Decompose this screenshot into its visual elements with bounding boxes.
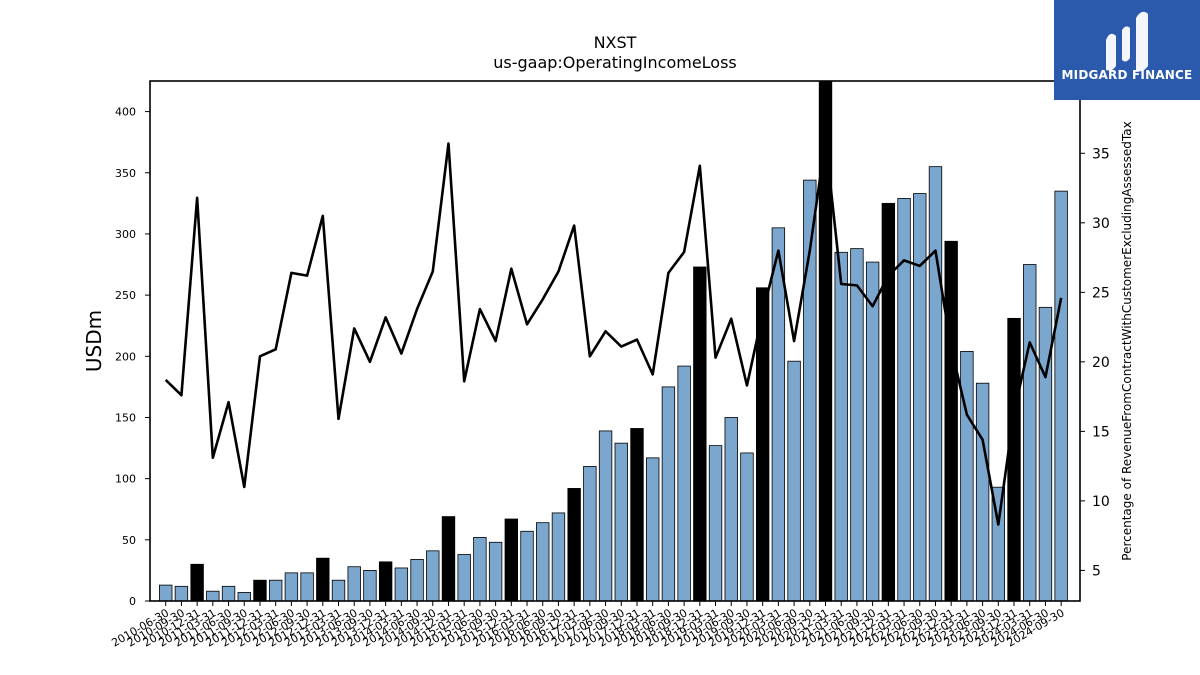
bar-2012-06-30 bbox=[284, 572, 299, 602]
bar-2022-06-30 bbox=[913, 193, 927, 602]
bar-2018-12-31 bbox=[693, 266, 707, 602]
y-tick-label: 0 bbox=[129, 595, 136, 608]
margin-line bbox=[164, 138, 1063, 526]
bar-2013-12-31 bbox=[378, 561, 393, 602]
axes: 0501001502002503003504005101520253035201… bbox=[109, 80, 1110, 650]
bar-2014-06-30 bbox=[410, 559, 424, 602]
bar-2021-12-31 bbox=[881, 202, 896, 602]
y-tick-label: 400 bbox=[115, 106, 136, 119]
chart-subtitle: us-gaap:OperatingIncomeLoss bbox=[493, 53, 737, 72]
bar-2016-09-30 bbox=[551, 512, 566, 602]
y2-tick-label: 10 bbox=[1092, 494, 1110, 510]
bar-2021-03-31 bbox=[834, 251, 848, 602]
bar-2021-06-30 bbox=[850, 248, 864, 602]
bar-2023-06-30 bbox=[975, 382, 990, 602]
bar-2010-09-30 bbox=[174, 585, 189, 602]
bar-2017-06-30 bbox=[598, 430, 613, 602]
bar-2011-12-31 bbox=[253, 579, 267, 602]
line-series bbox=[164, 138, 1063, 526]
bar-2024-09-30 bbox=[1054, 190, 1068, 602]
bar-2020-12-31 bbox=[818, 80, 833, 602]
y2-tick-label: 35 bbox=[1092, 146, 1110, 162]
y2-tick-label: 20 bbox=[1092, 355, 1110, 371]
bar-2016-06-30 bbox=[536, 522, 550, 602]
bar-2022-12-31 bbox=[944, 240, 958, 602]
chart-title: NXST bbox=[594, 33, 637, 52]
bar-2023-12-31 bbox=[1007, 317, 1021, 602]
y2-tick-label: 5 bbox=[1092, 563, 1101, 579]
y2-tick-label: 15 bbox=[1092, 424, 1110, 440]
bar-2014-12-31 bbox=[441, 516, 456, 602]
bar-2024-03-31 bbox=[1023, 264, 1037, 602]
bar-2019-03-31 bbox=[708, 445, 723, 602]
bar-2022-09-30 bbox=[928, 166, 943, 602]
brand-logo-mark-icon bbox=[1054, 0, 1200, 100]
bar-2020-06-30 bbox=[787, 360, 801, 602]
bar-2013-03-31 bbox=[331, 579, 346, 602]
y2-axis-label: Percentage of RevenueFromContractWithCus… bbox=[1120, 121, 1134, 560]
bar-2014-09-30 bbox=[426, 550, 440, 602]
bar-2014-03-31 bbox=[394, 567, 409, 602]
bar-2011-06-30 bbox=[221, 585, 236, 602]
y2-tick-label: 30 bbox=[1092, 216, 1110, 232]
bar-2016-12-31 bbox=[567, 488, 581, 602]
bar-2015-12-31 bbox=[504, 518, 518, 602]
bar-2016-03-31 bbox=[520, 530, 534, 602]
y-tick-label: 350 bbox=[115, 167, 136, 180]
bar-2018-06-30 bbox=[661, 386, 676, 602]
bar-2012-09-30 bbox=[300, 572, 314, 602]
bar-2018-03-31 bbox=[646, 457, 660, 602]
bar-2018-09-30 bbox=[677, 365, 691, 602]
bar-2012-03-31 bbox=[268, 579, 283, 602]
y-axis-label: USDm bbox=[82, 310, 106, 372]
bar-2022-03-31 bbox=[897, 198, 911, 602]
bar-2011-03-31 bbox=[206, 590, 220, 602]
bar-2019-06-30 bbox=[724, 417, 738, 602]
bar-2019-09-30 bbox=[740, 452, 754, 602]
bar-2013-06-30 bbox=[347, 566, 361, 602]
bar-2017-09-30 bbox=[614, 442, 628, 602]
bar-2012-12-31 bbox=[316, 557, 330, 602]
bar-2015-09-30 bbox=[488, 541, 503, 602]
bar-2017-12-31 bbox=[630, 428, 644, 602]
bar-series bbox=[159, 80, 1068, 602]
y-tick-label: 50 bbox=[122, 534, 136, 547]
bar-2013-09-30 bbox=[363, 570, 377, 602]
bar-2021-09-30 bbox=[865, 261, 880, 602]
bar-2015-06-30 bbox=[473, 536, 487, 602]
brand-name: MIDGARD FINANCE bbox=[1061, 68, 1193, 82]
bar-2017-03-31 bbox=[583, 466, 597, 602]
plot-frame bbox=[149, 80, 1081, 602]
bar-2015-03-31 bbox=[457, 554, 471, 602]
bar-2010-06-30 bbox=[159, 584, 173, 602]
y-tick-label: 150 bbox=[115, 411, 136, 424]
y-tick-label: 100 bbox=[115, 473, 136, 486]
brand-logo: MIDGARD FINANCE bbox=[1054, 0, 1200, 100]
bar-2020-03-31 bbox=[771, 227, 786, 602]
y2-tick-label: 25 bbox=[1092, 285, 1110, 301]
y-tick-label: 200 bbox=[115, 350, 136, 363]
bar-2011-09-30 bbox=[237, 592, 251, 602]
bar-2023-03-31 bbox=[960, 350, 974, 602]
y-tick-label: 250 bbox=[115, 289, 136, 302]
bar-2010-12-31 bbox=[190, 563, 204, 602]
y-tick-label: 300 bbox=[115, 228, 136, 241]
